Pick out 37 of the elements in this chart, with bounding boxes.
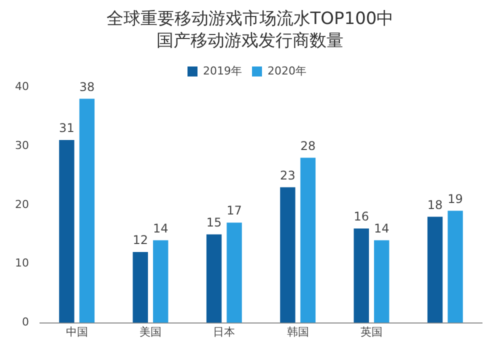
- bar: [79, 98, 95, 323]
- x-tick-label: 日本: [213, 325, 236, 338]
- bar: [448, 210, 463, 323]
- legend-label: 2019年: [203, 64, 242, 78]
- chart-title: 全球重要移动游戏市场流水TOP100中国产移动游戏发行商数量: [105, 8, 395, 52]
- data-label: 14: [152, 221, 168, 236]
- bar: [153, 240, 168, 323]
- data-label: 19: [448, 192, 463, 206]
- data-label: 31: [59, 121, 74, 136]
- y-tick-label: 30: [14, 138, 29, 152]
- x-tick-label: 美国: [140, 325, 162, 338]
- y-tick-label: 40: [14, 80, 29, 93]
- bar: [132, 252, 148, 323]
- bar: [280, 187, 296, 323]
- x-tick-label: 韩国: [286, 325, 309, 338]
- x-tick-label: 英国: [360, 325, 382, 338]
- bar: [427, 216, 443, 323]
- data-label: 16: [354, 210, 370, 224]
- bar: [354, 228, 369, 323]
- bar: [206, 234, 222, 323]
- data-label: 15: [206, 216, 222, 230]
- bar: [374, 240, 390, 323]
- data-label: 18: [427, 198, 443, 212]
- y-tick-label: 0: [22, 316, 29, 329]
- data-label: 38: [79, 80, 95, 94]
- data-label: 17: [226, 204, 242, 218]
- y-tick-label: 20: [14, 198, 29, 211]
- x-tick-label: 中国: [66, 325, 88, 338]
- data-label: 14: [374, 221, 390, 236]
- bar: [59, 140, 74, 323]
- data-label: 28: [300, 138, 316, 153]
- data-label: 23: [280, 168, 296, 182]
- data-label: 12: [132, 233, 148, 248]
- y-tick-label: 10: [14, 256, 29, 270]
- bar: [226, 222, 242, 323]
- legend-label: 2020年: [268, 64, 306, 78]
- bar: [300, 158, 316, 323]
